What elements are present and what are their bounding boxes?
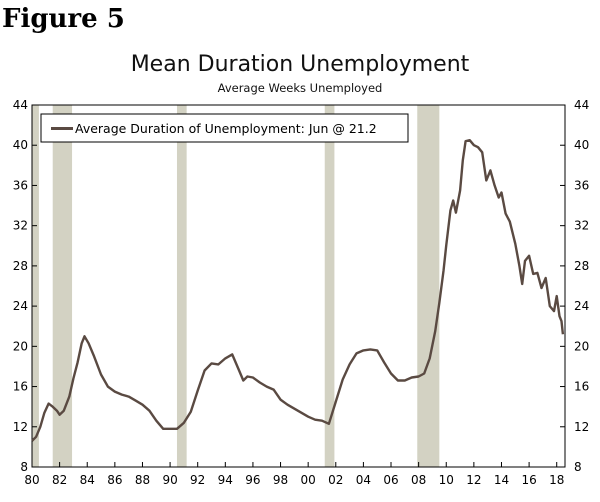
y-tick-label-left-12: 12 — [13, 420, 28, 434]
figure-label: Figure 5 — [2, 4, 125, 34]
series-group — [31, 139, 565, 442]
x-tick-label-1994: 94 — [218, 473, 233, 487]
x-tick-label-2010: 10 — [439, 473, 454, 487]
x-tick-label-2004: 04 — [356, 473, 371, 487]
y-tick-label-right-16: 16 — [574, 380, 589, 394]
y-tick-label-right-40: 40 — [574, 138, 589, 152]
y-tick-label-right-32: 32 — [574, 219, 589, 233]
x-tick-label-1998: 98 — [273, 473, 288, 487]
legend-box — [40, 113, 409, 143]
x-tick-label-1988: 88 — [135, 473, 150, 487]
x-tick-label-2000: 00 — [301, 473, 316, 487]
y-tick-label-left-16: 16 — [13, 380, 28, 394]
y-tick-label-left-40: 40 — [13, 138, 28, 152]
recession-band-2 — [176, 105, 187, 467]
x-tick-label-2002: 02 — [328, 473, 343, 487]
y-tick-label-right-8: 8 — [574, 460, 582, 474]
y-tick-label-left-28: 28 — [13, 259, 28, 273]
y-tick-label-right-12: 12 — [574, 420, 589, 434]
recession-band-1 — [52, 105, 73, 467]
x-tick-label-1996: 96 — [245, 473, 260, 487]
y-tick-label-right-24: 24 — [574, 299, 589, 313]
x-tick-label-2016: 16 — [521, 473, 536, 487]
x-tick-label-2006: 06 — [383, 473, 398, 487]
x-tick-label-1992: 92 — [190, 473, 205, 487]
x-tick-label-1982: 82 — [52, 473, 67, 487]
x-tick-label-1984: 84 — [80, 473, 95, 487]
y-tick-label-left-24: 24 — [13, 299, 28, 313]
recession-bands — [32, 105, 440, 467]
y-tick-label-left-20: 20 — [13, 339, 28, 353]
legend-label: Average Duration of Unemployment: Jun @ … — [75, 121, 377, 136]
y-tick-label-right-44: 44 — [574, 98, 589, 112]
recession-band-3 — [324, 105, 335, 467]
x-tick-label-1980: 80 — [24, 473, 39, 487]
x-tick-label-2008: 08 — [411, 473, 426, 487]
y-tick-label-right-28: 28 — [574, 259, 589, 273]
chart-subtitle: Average Weeks Unemployed — [217, 81, 383, 95]
series-line-0 — [31, 139, 565, 442]
y-tick-label-left-44: 44 — [13, 98, 28, 112]
x-tick-label-2012: 12 — [466, 473, 481, 487]
recession-band-0 — [32, 105, 39, 467]
plot-frame — [31, 104, 566, 468]
y-tick-label-left-32: 32 — [13, 219, 28, 233]
x-tick-label-2014: 14 — [494, 473, 509, 487]
chart-title: Mean Duration Unemployment — [130, 52, 470, 77]
y-tick-label-left-8: 8 — [20, 460, 28, 474]
x-tick-label-1990: 90 — [162, 473, 177, 487]
x-tick-label-2018: 18 — [549, 473, 564, 487]
recession-band-4 — [417, 105, 440, 467]
legend: Average Duration of Unemployment: Jun @ … — [40, 113, 409, 143]
x-tick-label-1986: 86 — [107, 473, 122, 487]
y-tick-label-left-36: 36 — [13, 178, 28, 192]
y-tick-label-right-20: 20 — [574, 339, 589, 353]
y-tick-label-right-36: 36 — [574, 178, 589, 192]
